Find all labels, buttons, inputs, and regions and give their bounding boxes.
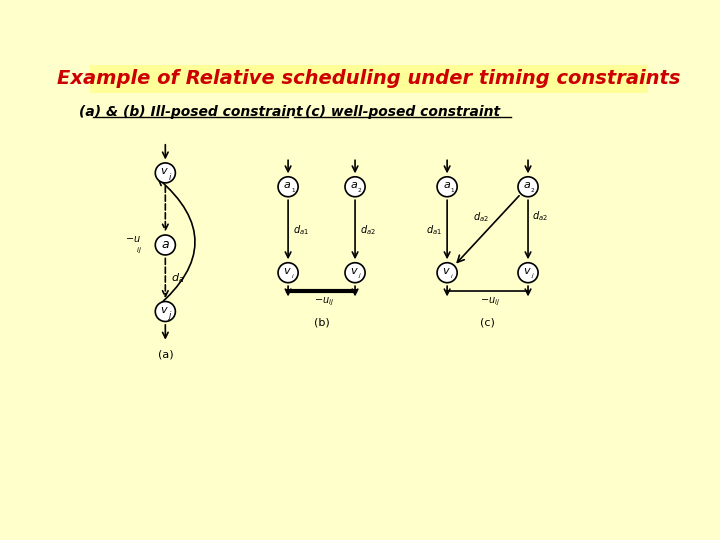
Text: $a$: $a$ bbox=[351, 180, 359, 190]
Text: (a): (a) bbox=[158, 350, 173, 360]
Text: $v$: $v$ bbox=[161, 305, 169, 315]
Text: $v$: $v$ bbox=[442, 266, 451, 276]
Text: $a$: $a$ bbox=[443, 180, 451, 190]
Text: $d_{a2}$: $d_{a2}$ bbox=[533, 209, 549, 223]
Circle shape bbox=[437, 177, 457, 197]
Text: $i$: $i$ bbox=[168, 171, 173, 183]
Circle shape bbox=[278, 263, 298, 282]
Text: $_1$: $_1$ bbox=[449, 186, 455, 195]
Text: $_j$: $_j$ bbox=[531, 272, 535, 281]
Text: $_2$: $_2$ bbox=[531, 186, 536, 195]
Text: $d_{a2}$: $d_{a2}$ bbox=[473, 211, 489, 225]
Text: $v$: $v$ bbox=[283, 266, 292, 276]
Text: $_i$: $_i$ bbox=[450, 272, 454, 281]
Circle shape bbox=[518, 177, 538, 197]
Text: $-u$: $-u$ bbox=[125, 234, 141, 245]
Text: $-u_{ij}$: $-u_{ij}$ bbox=[315, 296, 334, 308]
Text: $a$: $a$ bbox=[523, 180, 531, 190]
Circle shape bbox=[518, 263, 538, 282]
Circle shape bbox=[156, 301, 176, 321]
Text: (c): (c) bbox=[480, 318, 495, 328]
Text: $a$: $a$ bbox=[284, 180, 292, 190]
Text: $_{ij}$: $_{ij}$ bbox=[136, 245, 142, 255]
Circle shape bbox=[345, 263, 365, 282]
Text: $d_a$: $d_a$ bbox=[171, 271, 184, 285]
Text: Example of Relative scheduling under timing constraints: Example of Relative scheduling under tim… bbox=[58, 69, 680, 88]
Text: $a$: $a$ bbox=[161, 239, 170, 252]
Circle shape bbox=[437, 263, 457, 282]
Text: $_1$: $_1$ bbox=[290, 186, 296, 195]
Text: $d_{a1}$: $d_{a1}$ bbox=[292, 223, 309, 237]
Text: (c) well-posed constraint: (c) well-posed constraint bbox=[305, 105, 500, 119]
Text: $v$: $v$ bbox=[523, 266, 532, 276]
Text: $j$: $j$ bbox=[168, 309, 173, 322]
Circle shape bbox=[278, 177, 298, 197]
Text: $_i$: $_i$ bbox=[292, 272, 295, 281]
Text: $d_{a2}$: $d_{a2}$ bbox=[359, 223, 375, 237]
Circle shape bbox=[156, 163, 176, 183]
Text: (a) & (b) Ill-posed constraint: (a) & (b) Ill-posed constraint bbox=[78, 105, 302, 119]
Text: $v$: $v$ bbox=[350, 266, 359, 276]
Circle shape bbox=[345, 177, 365, 197]
FancyBboxPatch shape bbox=[90, 65, 648, 92]
FancyArrowPatch shape bbox=[157, 179, 195, 307]
Text: $v$: $v$ bbox=[161, 166, 169, 176]
Text: $_j$: $_j$ bbox=[358, 272, 362, 281]
Text: (b): (b) bbox=[314, 318, 330, 328]
FancyArrowPatch shape bbox=[457, 196, 519, 262]
Text: $_2$: $_2$ bbox=[357, 186, 363, 195]
Text: $d_{a1}$: $d_{a1}$ bbox=[426, 223, 441, 237]
Circle shape bbox=[156, 235, 176, 255]
Text: $-u_{ij}$: $-u_{ij}$ bbox=[480, 296, 500, 308]
